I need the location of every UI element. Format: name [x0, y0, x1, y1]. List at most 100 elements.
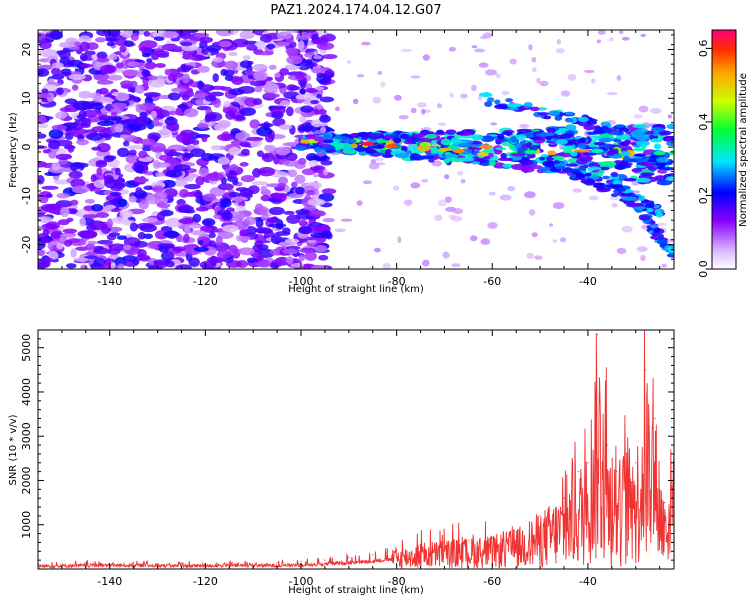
spectrogram-cell [137, 249, 147, 258]
spectrogram-cell [192, 213, 202, 223]
spectrogram-cell [362, 180, 372, 185]
snr-point [443, 540, 446, 543]
spectrogram-cell [199, 260, 217, 269]
spectrogram-peak [653, 150, 666, 156]
spectrogram-cell [311, 67, 328, 74]
spectrogram-cell [117, 92, 124, 97]
spectrogram-cell [334, 136, 350, 140]
spectrogram-cell [509, 58, 517, 65]
spectrogram-cell [121, 119, 137, 125]
spectrogram-cell [86, 132, 104, 141]
spectrogram-cell [601, 128, 612, 133]
y-tick-label: 5000 [20, 334, 33, 362]
spectrogram-cell [125, 153, 139, 164]
spectrogram-cell [38, 249, 45, 257]
spectrogram-cell [322, 139, 334, 144]
spectrogram-cell [128, 195, 137, 203]
spectrogram-cell [202, 227, 213, 232]
spectrogram-cell [544, 132, 555, 137]
spectrogram-cell [181, 73, 190, 84]
spectrogram-cell [602, 175, 611, 180]
spectrogram-cell [384, 134, 393, 140]
spectrogram-cell [313, 50, 319, 56]
spectrogram-cell [195, 175, 205, 186]
spectrogram-cell [93, 247, 110, 255]
spectrogram-cell [138, 61, 145, 71]
spectrogram-cell [110, 30, 121, 36]
spectrogram-cell [204, 94, 217, 102]
spectrogram-cell [295, 209, 311, 215]
spectrogram-cell [123, 40, 135, 47]
spectrogram-cell [216, 133, 235, 142]
spectrogram-cell [298, 254, 306, 262]
spectrogram-cell [295, 186, 305, 195]
spectrogram-cell [591, 78, 596, 84]
spectrogram-cell [196, 65, 210, 73]
spectrogram-cell [334, 106, 340, 112]
spectrogram-cell [665, 137, 672, 142]
spectrogram-cell [269, 206, 285, 216]
spectrogram-cell [548, 223, 553, 227]
spectrogram-cell [583, 69, 595, 73]
colorbar-tick-label: 0.0 [697, 260, 710, 278]
spectrogram-cell [460, 178, 466, 184]
spectrogram-cell [176, 104, 189, 109]
spectrogram-cell [114, 167, 121, 176]
spectrogram-cell [38, 133, 47, 139]
spectrogram-cell [290, 263, 304, 268]
spectrogram-cell [254, 203, 264, 212]
spectrogram-cell [96, 57, 110, 63]
spectrogram-cell [640, 215, 650, 220]
spectrogram-cell [78, 35, 92, 44]
spectrogram-cell [261, 152, 275, 163]
spectrogram-cell [117, 147, 130, 158]
spectrogram-cell [425, 133, 437, 139]
spectrogram-cell [79, 217, 87, 227]
spectrogram-cell [306, 189, 317, 196]
spectrogram-cell [495, 147, 507, 151]
spectrogram-cell [220, 198, 232, 208]
y-tick-label: 10 [20, 91, 33, 105]
spectrogram-cell [265, 133, 275, 143]
spectrogram-cell [266, 43, 276, 50]
spectrogram-cell [308, 210, 326, 217]
spectrogram-cell [91, 204, 104, 212]
spectrogram-cell [627, 158, 637, 163]
spectrogram-cell [216, 250, 232, 259]
spectrogram-cell [80, 264, 88, 269]
snr-point [419, 544, 422, 546]
spectrogram-cell [497, 157, 513, 162]
spectrogram-cell [313, 55, 323, 60]
spectrogram-cell [597, 30, 606, 35]
spectrogram-cell [523, 101, 533, 108]
spectrogram-cell [168, 110, 177, 116]
spectrogram-cell [161, 179, 176, 189]
spectrogram-cell [228, 51, 238, 57]
spectrogram-cell [507, 103, 520, 108]
spectrogram-cell [269, 261, 279, 269]
spectrogram-cell [188, 257, 200, 267]
spectrogram-cell [346, 60, 352, 64]
spectrogram-cell [182, 233, 190, 243]
spectrogram-cell [103, 155, 115, 163]
spectrogram-cell [213, 242, 230, 252]
spectrogram-frame [37, 29, 675, 270]
spectrogram-cell [130, 86, 137, 93]
spectrogram-cell [377, 71, 383, 75]
spectrogram-cell [632, 124, 649, 129]
spectrogram-cell [637, 195, 646, 202]
spectrogram-cell [176, 133, 192, 143]
spectrogram-cell [488, 160, 496, 166]
spectrogram-cell [320, 126, 327, 134]
spectrogram-cell [295, 144, 307, 151]
spectrogram-cell [167, 92, 181, 101]
spectrogram-cell [305, 152, 319, 162]
spectrogram-cell [73, 100, 92, 111]
spectrogram-cell [163, 230, 180, 238]
spectrogram-cell [661, 263, 668, 268]
spectrogram-cell [279, 67, 290, 76]
spectrogram-y-ticks: -20 -10 0 10 20 [20, 34, 674, 270]
spectrogram-cell [38, 32, 46, 41]
spectrogram-cell [264, 144, 277, 153]
colorbar-ticks: 0.0 0.2 0.4 0.6 [697, 40, 712, 278]
